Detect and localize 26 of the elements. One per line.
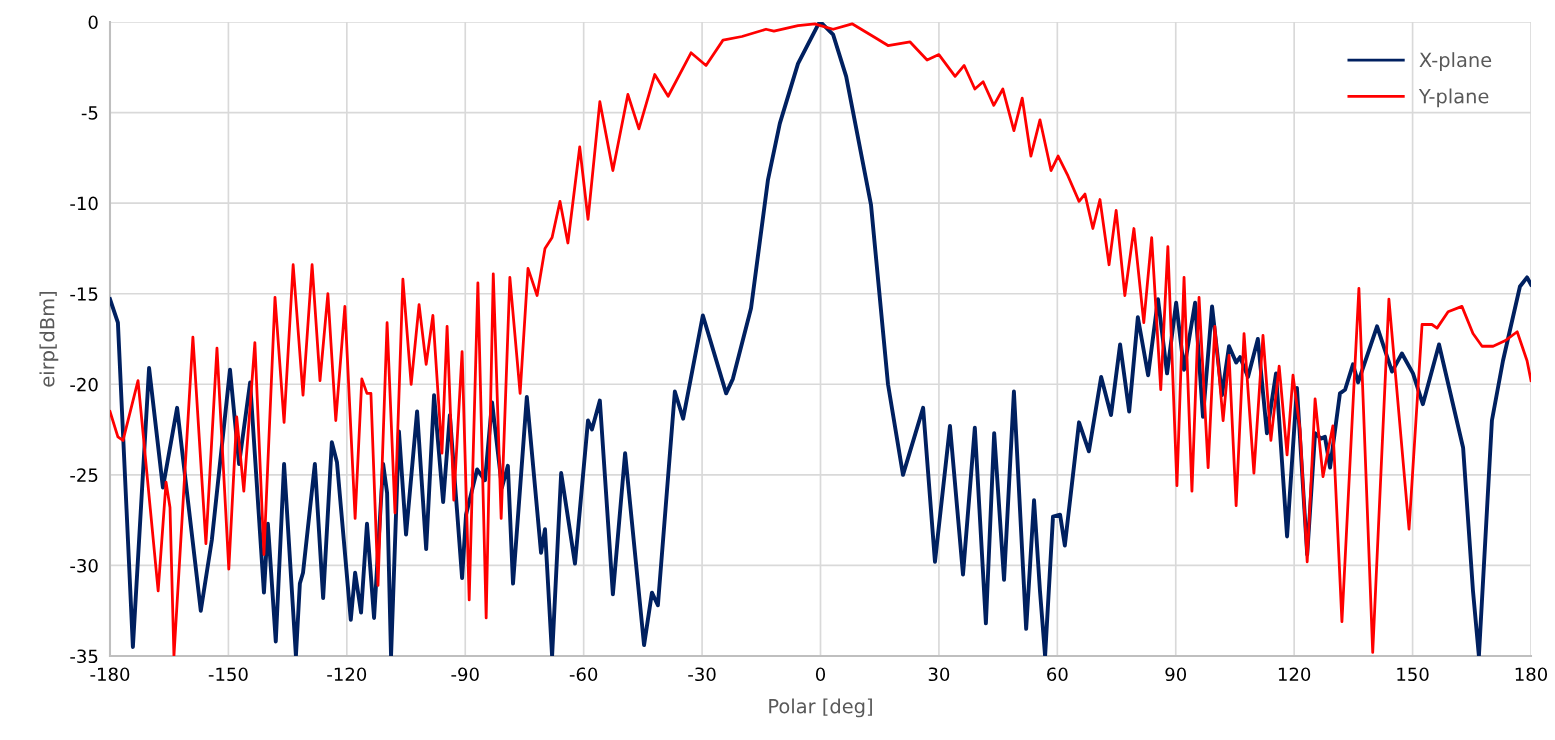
x-tick-label: 180	[1515, 667, 1548, 682]
y-axis-title: eirp[dBm]	[39, 291, 59, 387]
y-tick-label: -5	[81, 106, 98, 120]
y-tick-label: -30	[70, 558, 98, 573]
x-tick-label: -30	[688, 667, 716, 682]
y-tick-label: -35	[70, 649, 98, 664]
x-tick-label: 60	[1047, 667, 1068, 682]
y-tick-label: -25	[70, 468, 98, 482]
x-tick-label: -120	[327, 667, 367, 682]
x-tick-label: 90	[1165, 667, 1187, 682]
y-tick-label: 0	[88, 15, 98, 30]
x-tick-label: 120	[1278, 667, 1311, 682]
x-tick-label: -150	[208, 667, 248, 682]
x-tick-label: -90	[451, 667, 479, 682]
x-tick-label: 30	[928, 667, 950, 682]
x-tick-label: 150	[1397, 667, 1429, 682]
line-series	[110, 22, 1531, 656]
y-tick-label: -15	[70, 287, 98, 301]
legend-label: Y-plane	[1418, 88, 1489, 108]
legend-label: X-plane	[1419, 52, 1492, 71]
x-tick-label: -180	[90, 667, 130, 682]
y-tick-label: -10	[70, 196, 98, 211]
y-tick-label: -20	[70, 377, 98, 392]
x-tick-label: 0	[815, 667, 826, 682]
x-tick-label: -60	[569, 667, 598, 682]
x-axis-title: Polar [deg]	[769, 698, 872, 718]
